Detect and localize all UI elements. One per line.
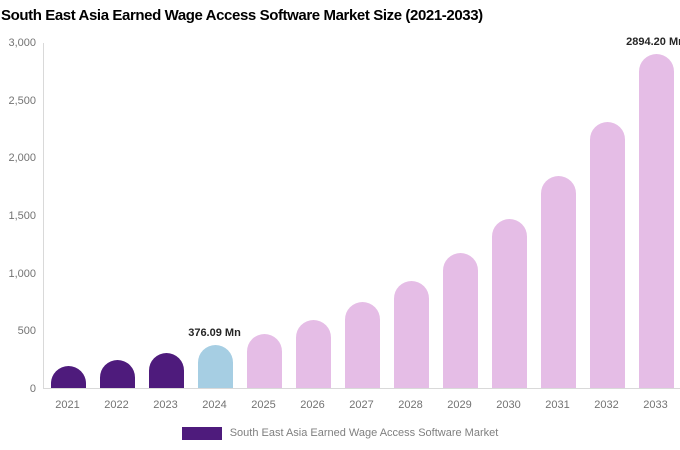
y-axis-tick-label: 500 bbox=[17, 325, 36, 338]
y-axis-tick-label: 2,500 bbox=[8, 94, 36, 107]
x-axis-tick-label: 2028 bbox=[398, 399, 423, 411]
bar-2033 bbox=[639, 54, 674, 388]
y-axis-tick-label: 0 bbox=[29, 383, 36, 395]
x-axis-tick-label: 2030 bbox=[496, 399, 521, 411]
bar-2022 bbox=[100, 360, 135, 388]
x-axis-tick-label: 2022 bbox=[104, 399, 129, 411]
bar-2032 bbox=[590, 121, 625, 388]
data-label-2024: 376.09 Mn bbox=[188, 326, 241, 339]
x-axis-tick-label: 2033 bbox=[643, 399, 668, 411]
y-axis-tick-label: 2,000 bbox=[8, 152, 36, 165]
x-axis-tick-label: 2027 bbox=[349, 399, 374, 411]
y-axis-tick-label: 1,000 bbox=[8, 267, 36, 280]
bar-2030 bbox=[492, 218, 527, 388]
x-axis-tick-label: 2021 bbox=[55, 399, 80, 411]
x-axis-tick-label: 2026 bbox=[300, 399, 325, 411]
bar-2029 bbox=[443, 253, 478, 388]
plot-area bbox=[43, 43, 680, 389]
bar-2023 bbox=[149, 353, 184, 388]
y-axis-tick-label: 1,500 bbox=[8, 210, 36, 222]
x-axis-tick-label: 2031 bbox=[545, 399, 570, 411]
bar-2025 bbox=[247, 333, 282, 388]
x-axis-tick-label: 2023 bbox=[153, 399, 178, 411]
bar-2026 bbox=[296, 319, 331, 388]
chart-title: South East Asia Earned Wage Access Softw… bbox=[1, 7, 483, 24]
y-axis-tick-label: 3,000 bbox=[8, 37, 36, 49]
x-axis-tick-label: 2025 bbox=[251, 399, 276, 411]
x-axis-tick-label: 2024 bbox=[202, 399, 227, 411]
bar-2031 bbox=[541, 175, 576, 388]
bar-2021 bbox=[51, 366, 86, 388]
legend-swatch bbox=[181, 426, 222, 440]
x-axis-tick-label: 2032 bbox=[594, 399, 619, 411]
x-axis-tick-label: 2029 bbox=[447, 399, 472, 411]
legend-label: South East Asia Earned Wage Access Softw… bbox=[229, 427, 499, 439]
legend: South East Asia Earned Wage Access Softw… bbox=[0, 426, 680, 440]
bar-2027 bbox=[345, 302, 380, 388]
bar-2024 bbox=[198, 344, 233, 388]
bar-2028 bbox=[394, 280, 429, 388]
data-label-2033: 2894.20 Mn bbox=[626, 36, 680, 49]
